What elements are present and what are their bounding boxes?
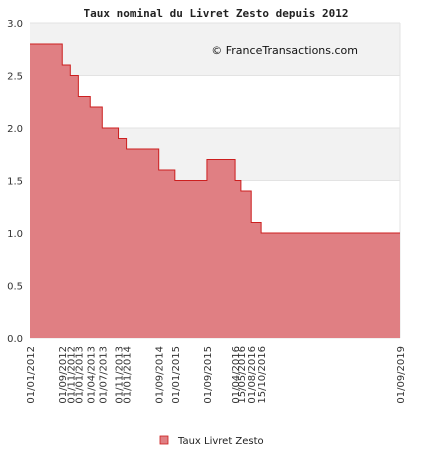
x-tick-label: 01/09/2015 (203, 346, 214, 404)
series-layer (30, 43, 400, 338)
x-tick-label: 01/01/2013 (74, 346, 85, 404)
series-area (30, 44, 400, 338)
watermark: © FranceTransactions.com (211, 44, 358, 57)
y-axis: 0.0 0.5 1.0 1.5 2.0 2.5 3.0 (7, 19, 23, 345)
x-tick-label: 01/04/2016 (231, 346, 242, 404)
y-tick-label: 1.5 (7, 177, 23, 188)
x-tick-label: 01/01/2015 (171, 346, 182, 404)
x-tick-label: 15/10/2016 (257, 346, 268, 404)
legend-swatch (159, 435, 169, 445)
x-tick-label: 01/11/2013 (115, 346, 126, 404)
legend-label: Taux Livret Zesto (177, 436, 264, 447)
x-tick-label: 01/07/2013 (98, 346, 109, 404)
x-tick-label: 01/09/2012 (58, 346, 69, 404)
x-tick-label: 01/08/2016 (247, 346, 258, 404)
x-tick-label: 01/01/2014 (123, 346, 134, 404)
x-axis: 01/01/2012 01/09/201201/11/201201/01/2013… (26, 346, 407, 404)
x-tick-label: 01/09/2014 (155, 346, 166, 404)
x-tick-label: 01/09/2019 (396, 346, 407, 404)
x-tick-label: 01/11/2012 (66, 346, 77, 404)
y-tick-label: 3.0 (7, 19, 23, 30)
chart-title: Taux nominal du Livret Zesto depuis 2012 (84, 7, 349, 20)
legend: Taux Livret Zesto (159, 435, 264, 447)
series-line (30, 43, 400, 234)
y-tick-label: 0.5 (7, 282, 23, 293)
x-tick-label: 15/05/2016 (237, 346, 248, 404)
grid-band (30, 23, 400, 76)
y-tick-label: 0.0 (7, 334, 23, 345)
y-tick-label: 2.0 (7, 124, 23, 135)
y-tick-label: 1.0 (7, 229, 23, 240)
y-tick-label: 2.5 (7, 72, 23, 83)
x-tick-label: 01/01/2012 (26, 346, 37, 404)
x-tick-label: 01/04/2013 (86, 346, 97, 404)
